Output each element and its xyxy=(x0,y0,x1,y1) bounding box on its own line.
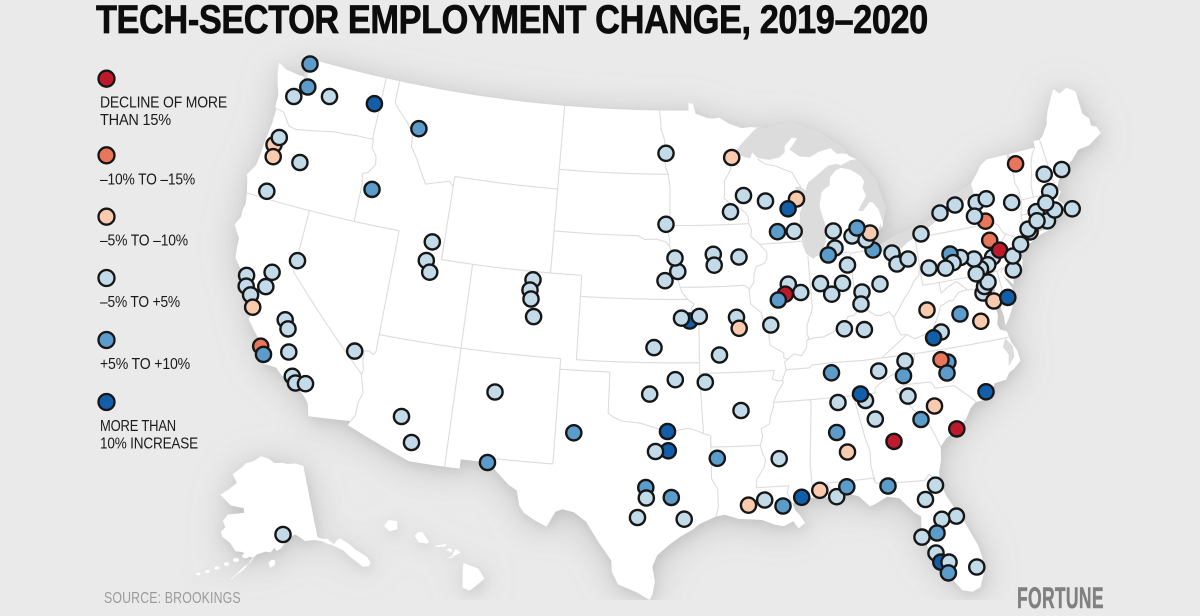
svg-text:MORE THAN: MORE THAN xyxy=(100,418,176,435)
svg-text:DECLINE OF MORE: DECLINE OF MORE xyxy=(100,95,227,112)
svg-text:+5% TO +10%: +5% TO +10% xyxy=(100,356,190,373)
svg-text:THAN 15%: THAN 15% xyxy=(100,112,171,129)
svg-text:–5% TO +5%: –5% TO +5% xyxy=(100,294,180,311)
svg-text:–10% TO –15%: –10% TO –15% xyxy=(100,171,195,188)
svg-text:10% INCREASE: 10% INCREASE xyxy=(100,435,198,452)
svg-text:–5% TO –10%: –5% TO –10% xyxy=(100,233,188,250)
